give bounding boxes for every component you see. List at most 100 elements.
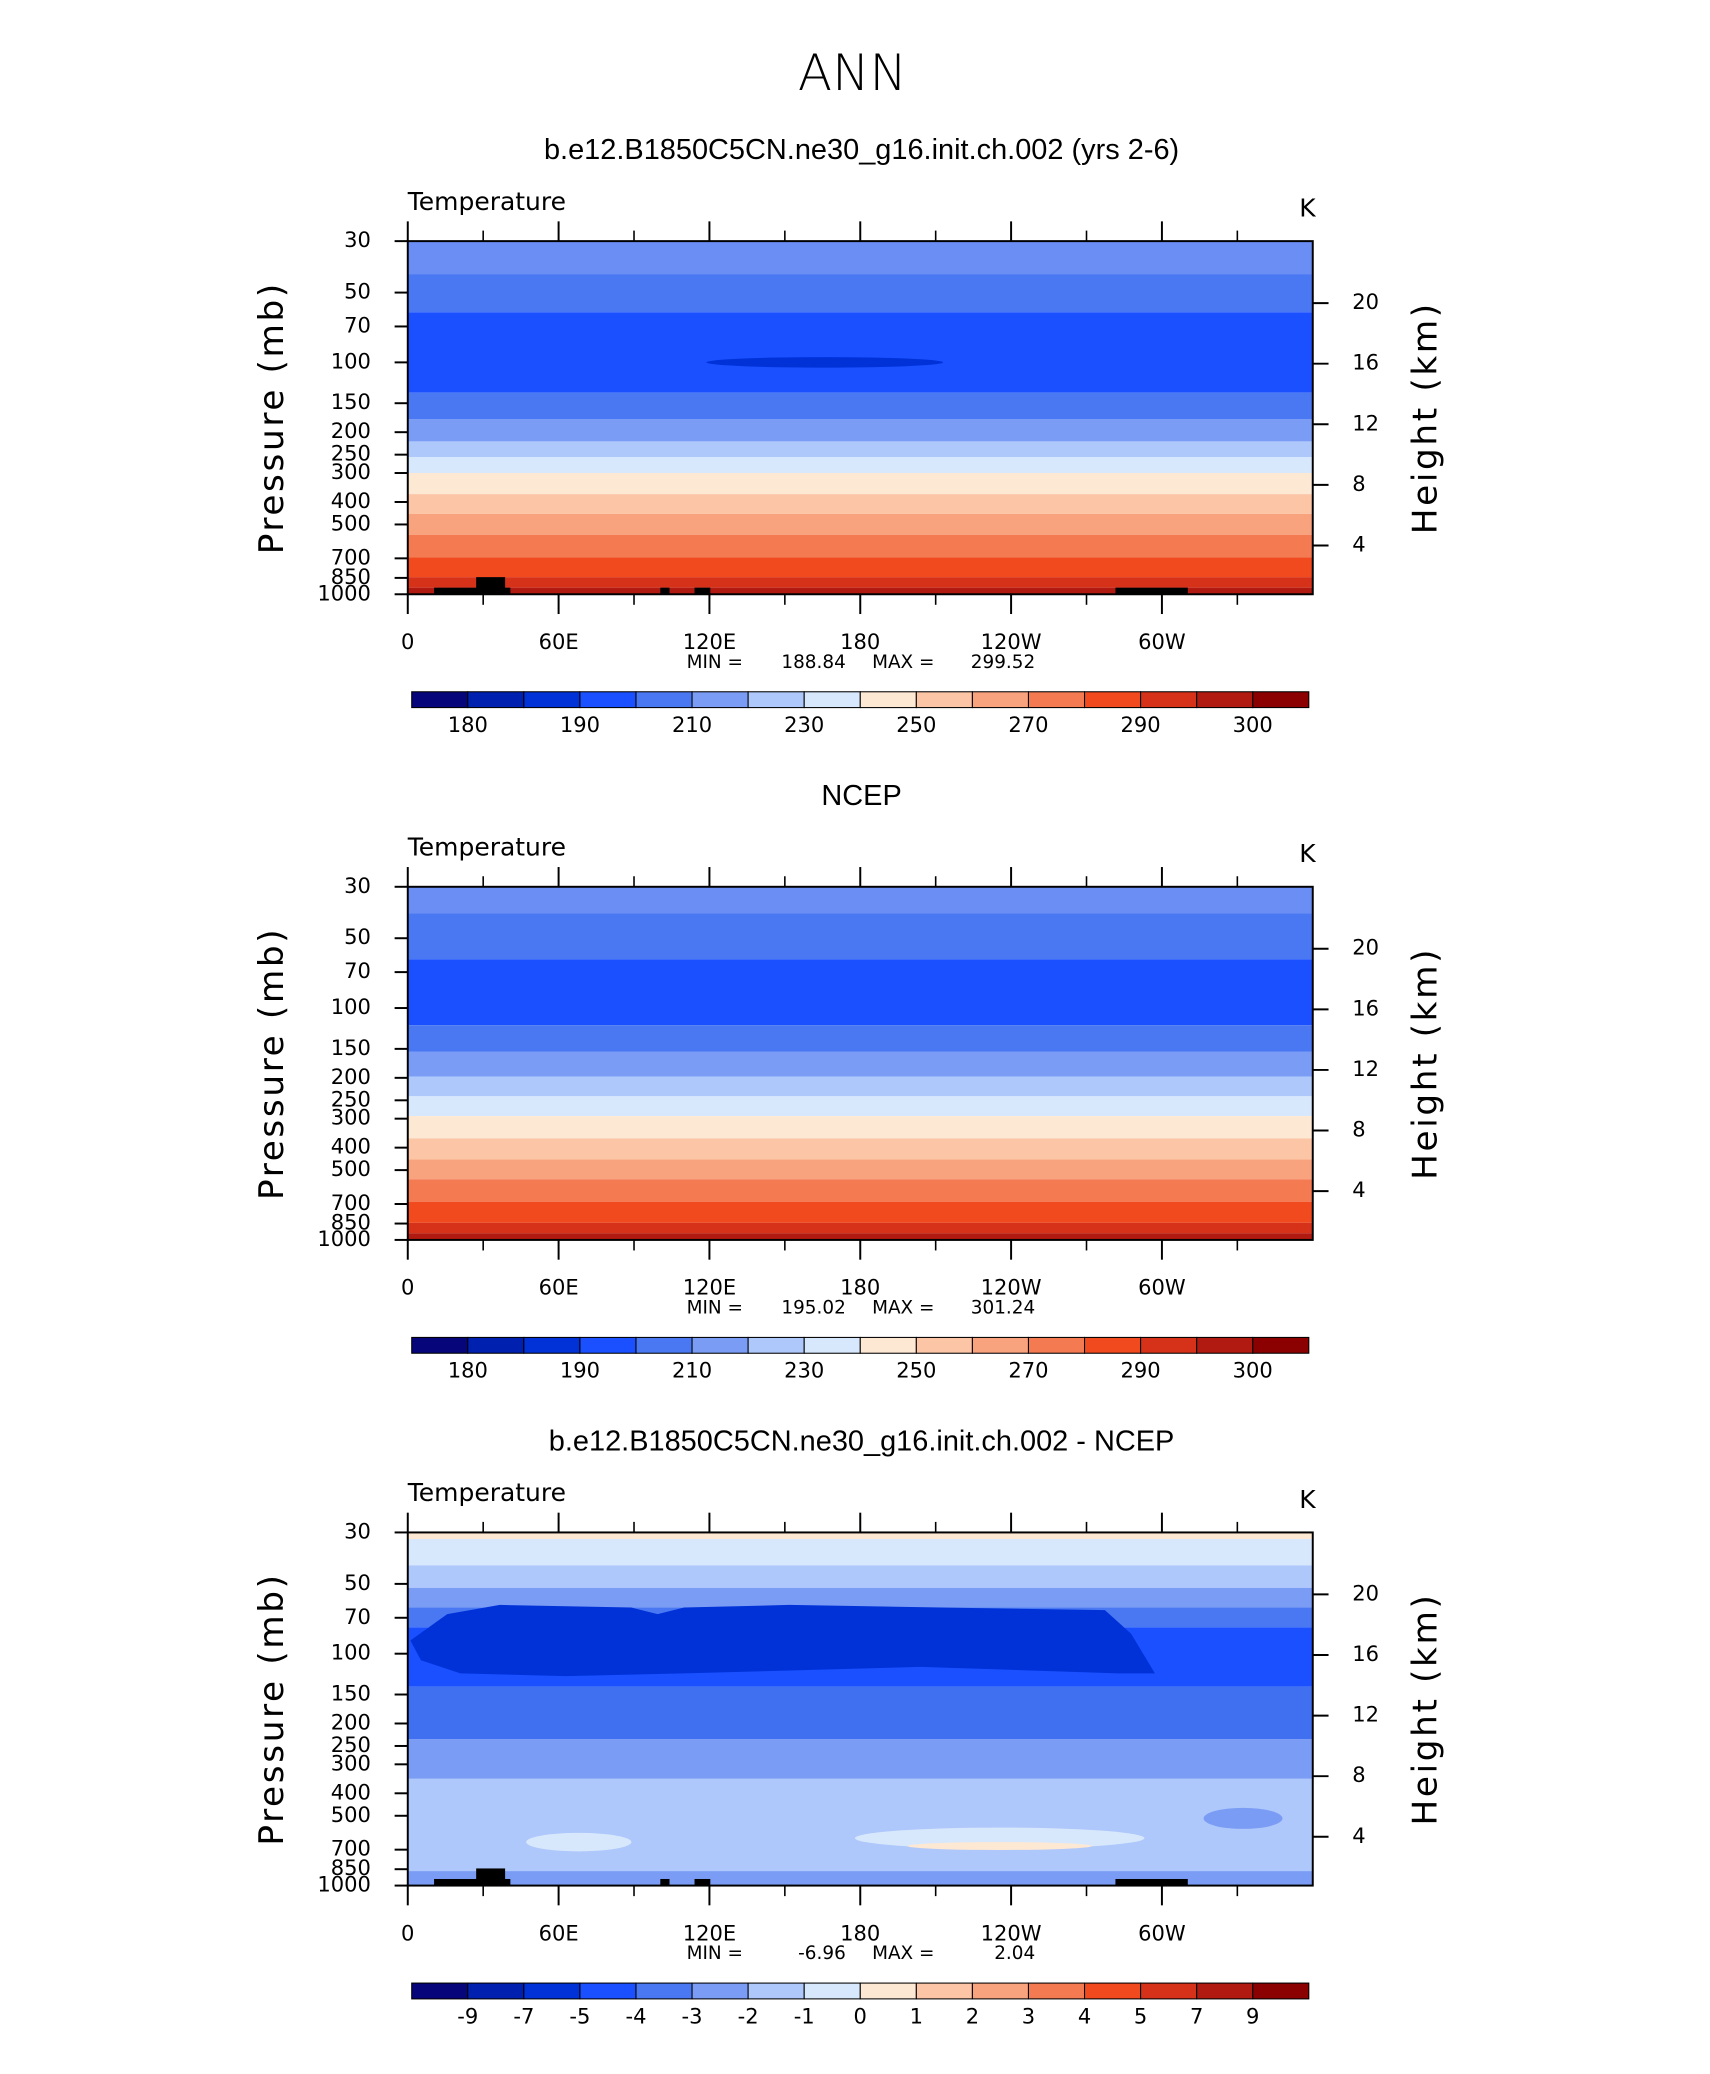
colorbar-box [915, 1982, 973, 2000]
x-tick-label: 60W [1138, 629, 1186, 654]
contour-fill [407, 1222, 1313, 1234]
contour-fill [407, 513, 1313, 535]
colorbar-box [747, 691, 805, 709]
y-tick-label: 150 [331, 1681, 371, 1706]
x-tick-label: 120W [981, 629, 1042, 654]
min-label: MIN = [687, 652, 743, 673]
colorbar-label: 180 [448, 712, 488, 737]
contour-fill [407, 1025, 1313, 1052]
colorbar-label: 230 [784, 712, 824, 737]
contour-fill [407, 577, 1313, 588]
x-tick-label: 120E [683, 1275, 736, 1300]
y-tick-label: 300 [331, 1105, 371, 1130]
y-tick-label: 500 [331, 1156, 371, 1181]
colorbar-label: 9 [1246, 2003, 1259, 2028]
y-tick-label: 400 [331, 1779, 371, 1804]
contour-fill [407, 587, 1313, 595]
contour-fill [407, 441, 1313, 458]
y-tick-label: 50 [344, 924, 371, 949]
y-tick-label: 1000 [317, 1226, 371, 1251]
y2-tick-label: 4 [1352, 1823, 1365, 1848]
panel: NCEP Temperature K 0 60E 120E 180 120W 60W 30 50 70… [252, 780, 1446, 1383]
x-tick-label: 0 [401, 629, 414, 654]
contour-fill [407, 1778, 1313, 1872]
contour-fill [407, 241, 1313, 275]
contour-fill [407, 1565, 1313, 1588]
colorbar-box [691, 1982, 749, 2000]
colorbar-box [1252, 691, 1310, 709]
colorbar-box [803, 1336, 861, 1354]
colorbar-label: 300 [1233, 1358, 1273, 1383]
colorbar-box [411, 1336, 469, 1354]
colorbar-label: -1 [794, 2003, 815, 2028]
y-tick-label: 500 [331, 1802, 371, 1827]
min-value: -6.96 [798, 1943, 846, 1964]
y2-tick-label: 16 [1352, 995, 1379, 1020]
x-tick-label: 120E [683, 629, 736, 654]
colorbar-box [1027, 691, 1086, 709]
max-value: 2.04 [994, 1943, 1035, 1964]
colorbar-box [579, 1982, 637, 2000]
colorbar-label: 0 [854, 2003, 867, 2028]
contour-fill [407, 1201, 1313, 1223]
contour-fill [855, 1827, 1145, 1849]
topography [694, 587, 711, 595]
contour-fill [407, 1179, 1313, 1202]
contour-fill [407, 557, 1313, 578]
colorbar-label: 3 [1022, 2003, 1035, 2028]
colorbar-box [1027, 1982, 1086, 2000]
panel: b.e12.B1850C5CN.ne30_g16.init.ch.002 (yr… [252, 134, 1446, 737]
topography [434, 587, 511, 595]
y2-tick-label: 20 [1352, 935, 1379, 960]
x-tick-label: 60W [1138, 1275, 1186, 1300]
contour-fill [407, 1159, 1313, 1180]
contour-fill [407, 1532, 1313, 1540]
y2-axis-label: Height (km) [1406, 1593, 1446, 1826]
y2-tick-label: 20 [1352, 1580, 1379, 1605]
contour-fill [407, 534, 1313, 558]
y-tick-label: 1000 [317, 580, 371, 605]
left-title: Temperature [407, 187, 566, 216]
y2-tick-label: 16 [1352, 1641, 1379, 1666]
y-axis-label: Pressure (mb) [252, 281, 292, 554]
y-tick-label: 70 [344, 958, 371, 983]
topography [476, 1868, 506, 1886]
y-tick-label: 50 [344, 279, 371, 304]
contour-fill [407, 1116, 1313, 1139]
topography [694, 1878, 711, 1886]
y-tick-label: 250 [331, 1086, 371, 1111]
y-tick-label: 400 [331, 488, 371, 513]
colorbar-label: 210 [672, 1358, 712, 1383]
y-tick-label: 200 [331, 1709, 371, 1734]
colorbar-label: 180 [448, 1358, 488, 1383]
contour-fill [407, 274, 1313, 313]
colorbar-label: 270 [1008, 1358, 1048, 1383]
min-label: MIN = [687, 1297, 743, 1318]
topography [434, 1878, 511, 1886]
colorbar-label: 230 [784, 1358, 824, 1383]
y-tick-label: 700 [331, 1836, 371, 1861]
contour-fill [407, 1871, 1313, 1886]
y2-tick-label: 12 [1352, 410, 1379, 435]
contour-fill [706, 357, 944, 368]
x-tick-label: 180 [840, 629, 880, 654]
y-tick-label: 1000 [317, 1872, 371, 1897]
panel-title: b.e12.B1850C5CN.ne30_g16.init.ch.002 (yr… [544, 134, 1179, 166]
x-tick-label: 120W [981, 1275, 1042, 1300]
y-tick-label: 700 [331, 1190, 371, 1215]
y2-tick-label: 12 [1352, 1056, 1379, 1081]
figure-title: ANN [798, 44, 907, 102]
y2-tick-label: 4 [1352, 1177, 1365, 1202]
left-title: Temperature [407, 833, 566, 862]
contour-fill [407, 392, 1313, 420]
colorbar-box [467, 1982, 525, 2000]
right-title: K [1299, 193, 1316, 222]
y-tick-label: 700 [331, 544, 371, 569]
colorbar-box [747, 1336, 805, 1354]
panel: b.e12.B1850C5CN.ne30_g16.init.ch.002 - N… [252, 1425, 1446, 2028]
y2-tick-label: 8 [1352, 1117, 1365, 1142]
colorbar-box [691, 691, 749, 709]
colorbar-label: 1 [910, 2003, 923, 2028]
colorbar-label: 250 [896, 1358, 936, 1383]
contour-fill [407, 1076, 1313, 1097]
